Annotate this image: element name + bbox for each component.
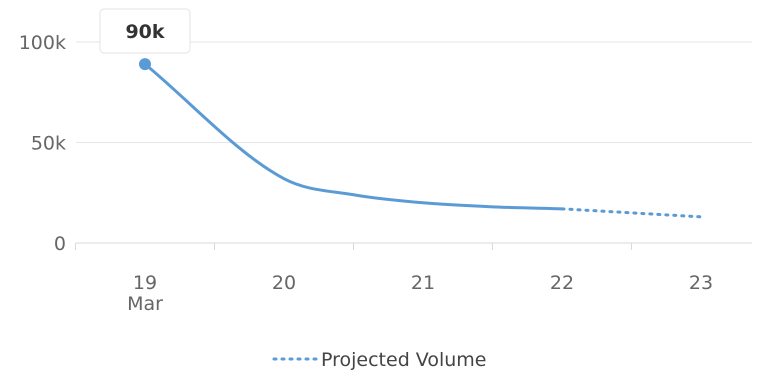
x-tick-label-22: 22 — [550, 272, 574, 294]
projected-volume-line — [560, 207, 703, 219]
legend-label: Projected Volume — [321, 349, 486, 371]
y-tick-label-50k: 50k — [31, 133, 66, 155]
tooltip-label: 90k — [125, 21, 164, 43]
legend: Projected Volume — [272, 349, 486, 371]
x-tick-label-19: 19 — [133, 272, 157, 294]
tooltip-box — [99, 8, 191, 54]
x-tick-label-23: 23 — [689, 272, 713, 294]
x-tick-label-21: 21 — [411, 272, 435, 294]
tooltip-point — [139, 58, 151, 71]
y-tick-label-0: 0 — [54, 233, 66, 255]
y-axis-labels: 0 50k 100k — [19, 32, 66, 255]
tooltip: 90k — [99, 8, 191, 71]
series-lines — [143, 62, 703, 219]
x-tick-label-20: 20 — [272, 272, 296, 294]
x-tick-month-label: Mar — [127, 293, 163, 315]
volume-line — [143, 62, 564, 211]
y-tick-label-100k: 100k — [19, 32, 66, 54]
x-axis — [75, 242, 752, 250]
